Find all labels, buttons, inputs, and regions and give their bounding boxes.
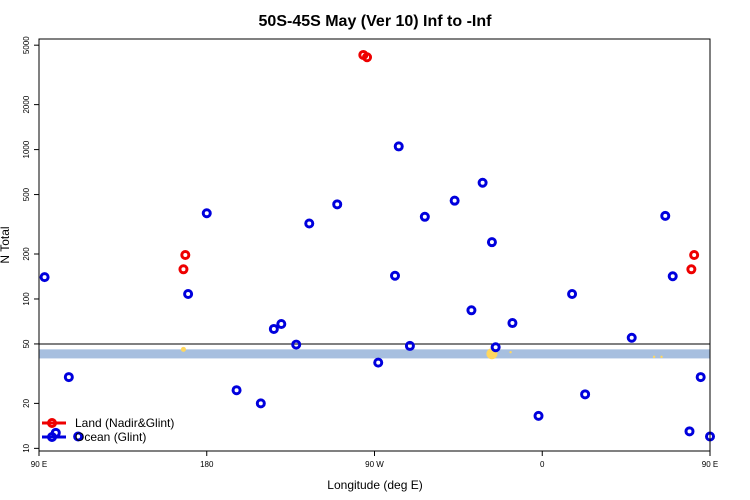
- ocean-point: [567, 288, 578, 299]
- ocean-point: [626, 332, 637, 343]
- y-tick-label: 50: [22, 339, 31, 348]
- y-tick-label: 500: [22, 187, 31, 201]
- legend-label: Ocean (Glint): [75, 430, 146, 444]
- ocean-point: [291, 339, 302, 350]
- x-tick-label: 180: [200, 460, 214, 469]
- land-point: [178, 264, 189, 275]
- band-marker: [660, 355, 663, 359]
- legend-marker: [47, 432, 57, 442]
- ocean-point: [533, 410, 544, 421]
- axes-layer: 90 E 180 90 W 0 90 E102050100200500100020005…: [22, 36, 718, 469]
- ocean-point: [695, 372, 706, 383]
- band-marker: [509, 351, 512, 354]
- ocean-point: [449, 195, 460, 206]
- legend-label: Land (Nadir&Glint): [75, 416, 174, 430]
- ocean-point: [667, 271, 678, 282]
- ocean-point: [580, 389, 591, 400]
- land-point: [362, 52, 373, 63]
- ocean-point: [268, 323, 279, 334]
- legend-marker: [47, 418, 57, 428]
- y-tick-label: 10: [22, 443, 31, 452]
- ocean-point: [276, 318, 287, 329]
- x-tick-label: 0: [540, 460, 545, 469]
- band-marker: [180, 346, 186, 352]
- y-tick-label: 100: [22, 292, 31, 306]
- x-tick-label: 90 W: [365, 460, 384, 469]
- land-point: [180, 249, 191, 260]
- y-tick-label: 1000: [22, 140, 31, 158]
- shaded-band: [39, 349, 710, 359]
- ocean-point: [231, 385, 242, 396]
- ocean-point: [477, 177, 488, 188]
- ocean-point: [404, 340, 415, 351]
- ocean-point: [466, 305, 477, 316]
- ocean-point: [507, 318, 518, 329]
- x-tick-label: 90 E: [702, 460, 718, 469]
- y-tick-label: 5000: [22, 36, 31, 54]
- ocean-point: [39, 272, 50, 283]
- ocean-point: [393, 141, 404, 152]
- legend: Land (Nadir&Glint)Ocean (Glint): [42, 416, 174, 444]
- ocean-point: [486, 237, 497, 248]
- ocean-point: [183, 288, 194, 299]
- band-layer: [39, 349, 710, 359]
- y-axis-label: N Total: [0, 226, 12, 263]
- ocean-point: [419, 211, 430, 222]
- chart-title: 50S-45S May (Ver 10) Inf to -Inf: [259, 13, 493, 30]
- land-point: [689, 249, 700, 260]
- ocean-point: [332, 199, 343, 210]
- x-axis-label: Longitude (deg E): [327, 478, 422, 492]
- data-points-layer: [39, 49, 715, 442]
- ocean-point: [490, 342, 501, 353]
- ocean-point: [373, 357, 384, 368]
- y-tick-label: 2000: [22, 95, 31, 113]
- x-tick-label: 90 E: [31, 460, 47, 469]
- ocean-point: [63, 372, 74, 383]
- land-point: [686, 264, 697, 275]
- band-marker: [652, 355, 656, 359]
- ocean-point: [304, 218, 315, 229]
- y-tick-label: 200: [22, 247, 31, 261]
- y-tick-label: 20: [22, 398, 31, 407]
- ocean-point: [660, 210, 671, 221]
- ocean-point: [73, 431, 84, 442]
- ocean-point: [684, 426, 695, 437]
- ocean-point: [255, 398, 266, 409]
- ocean-point: [201, 208, 212, 219]
- ocean-point: [390, 270, 401, 281]
